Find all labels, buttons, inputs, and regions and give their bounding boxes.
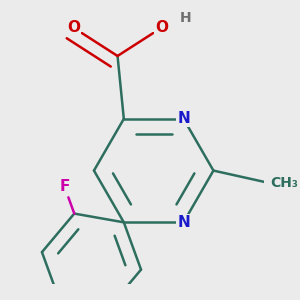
Text: N: N [177,111,190,126]
Text: O: O [155,20,168,35]
Text: CH₃: CH₃ [270,176,298,190]
Text: H: H [179,11,191,25]
Text: N: N [177,215,190,230]
Text: F: F [59,179,70,194]
Text: O: O [67,20,80,35]
